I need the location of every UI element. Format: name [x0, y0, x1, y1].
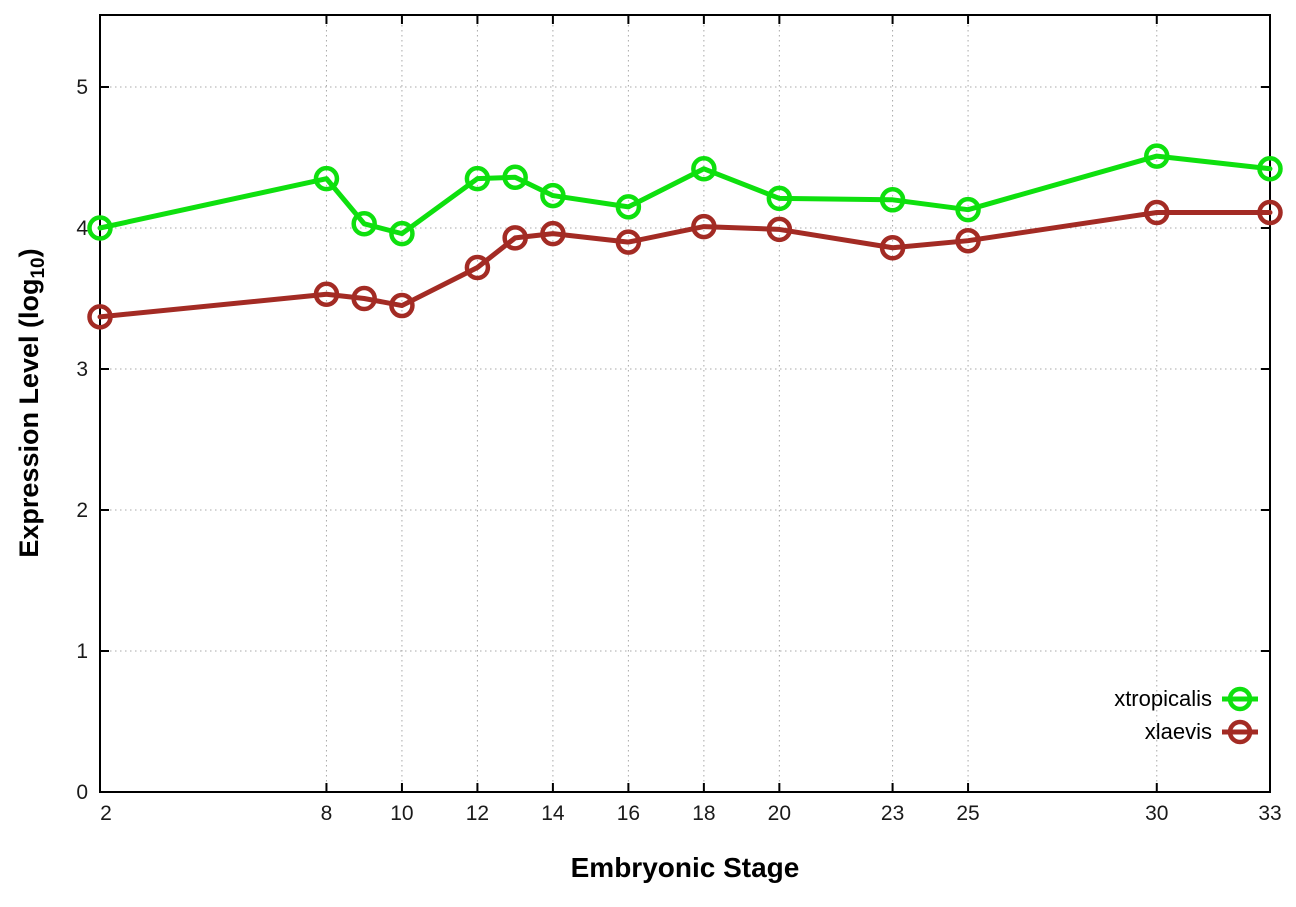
x-tick-label-10: 10	[390, 802, 413, 825]
legend-item-xtropicalis: xtropicalis	[1114, 685, 1259, 713]
gridlines	[100, 15, 1270, 792]
y-axis-title-text: Expression Level (log	[13, 278, 44, 558]
data-point-xtropicalis-x18	[691, 156, 717, 182]
y-tick-label-1: 1	[76, 640, 88, 663]
data-point-xtropicalis-x14	[540, 182, 566, 209]
data-point-xtropicalis-x30	[1144, 143, 1170, 169]
x-tick-label-14: 14	[541, 802, 565, 825]
y-tick-label-0: 0	[76, 781, 88, 804]
data-point-xlaevis-x14	[540, 220, 566, 247]
x-tick-label-18: 18	[692, 802, 715, 825]
x-tick-label-25: 25	[956, 802, 979, 825]
y-tick-label-5: 5	[76, 76, 88, 99]
tick-marks	[99, 15, 1271, 793]
y-tick-label-2: 2	[76, 499, 88, 522]
data-point-xtropicalis-x33	[1257, 156, 1283, 182]
data-point-xlaevis-x2	[87, 304, 113, 330]
data-point-xtropicalis-x20	[766, 185, 793, 212]
data-point-xtropicalis-x13	[502, 164, 528, 190]
data-point-xtropicalis-x9	[351, 211, 377, 237]
data-point-xtropicalis-x10	[389, 220, 415, 247]
data-point-xlaevis-x16	[615, 229, 642, 255]
data-point-xtropicalis-x2	[87, 215, 113, 241]
x-tick-label-12: 12	[466, 802, 489, 825]
x-tick-label-33: 33	[1258, 802, 1281, 825]
legend-label-xlaevis: xlaevis	[1144, 719, 1212, 744]
data-point-xlaevis-x12	[464, 254, 491, 281]
series-xlaevis	[87, 199, 1283, 330]
plot-border	[99, 14, 1271, 793]
data-point-xtropicalis-x8	[313, 165, 340, 192]
legend-marker-xtropicalis	[1222, 686, 1258, 712]
legend-label-xtropicalis: xtropicalis	[1114, 686, 1212, 711]
x-tick-label-8: 8	[321, 802, 333, 825]
y-tick-label-4: 4	[76, 217, 88, 240]
data-point-xlaevis-x13	[502, 225, 528, 251]
legend-item-xlaevis: xlaevis	[1145, 718, 1259, 746]
data-point-xlaevis-x20	[766, 216, 793, 243]
y-axis-title-subscript: 10	[28, 257, 50, 279]
x-axis-title: Embryonic Stage	[570, 852, 800, 883]
data-point-xlaevis-x18	[691, 213, 717, 240]
x-tick-label-30: 30	[1145, 802, 1168, 825]
legend: xtropicalis xlaevis	[1114, 685, 1259, 746]
data-point-xtropicalis-x25	[955, 196, 981, 223]
y-tick-label-3: 3	[76, 358, 88, 381]
x-tick-label-23: 23	[881, 802, 904, 825]
data-point-xlaevis-x8	[313, 281, 340, 308]
data-point-xlaevis-x33	[1257, 199, 1283, 226]
data-point-xtropicalis-x23	[879, 187, 906, 213]
data-point-xlaevis-x25	[955, 227, 981, 254]
series-xtropicalis	[87, 143, 1283, 247]
y-axis-title: Expression Level (log10)	[14, 248, 50, 557]
data-point-xlaevis-x10	[389, 292, 415, 319]
data-point-xlaevis-x23	[879, 234, 906, 261]
data-point-xtropicalis-x12	[464, 165, 491, 192]
x-tick-label-16: 16	[617, 802, 640, 825]
x-tick-label-2: 2	[100, 802, 112, 825]
y-axis-title-suffix: )	[13, 248, 44, 258]
data-point-xlaevis-x30	[1144, 199, 1170, 226]
data-point-xtropicalis-x16	[615, 194, 642, 220]
legend-marker-xlaevis	[1222, 719, 1258, 745]
x-tick-label-20: 20	[768, 802, 791, 825]
data-point-xlaevis-x9	[351, 285, 377, 312]
